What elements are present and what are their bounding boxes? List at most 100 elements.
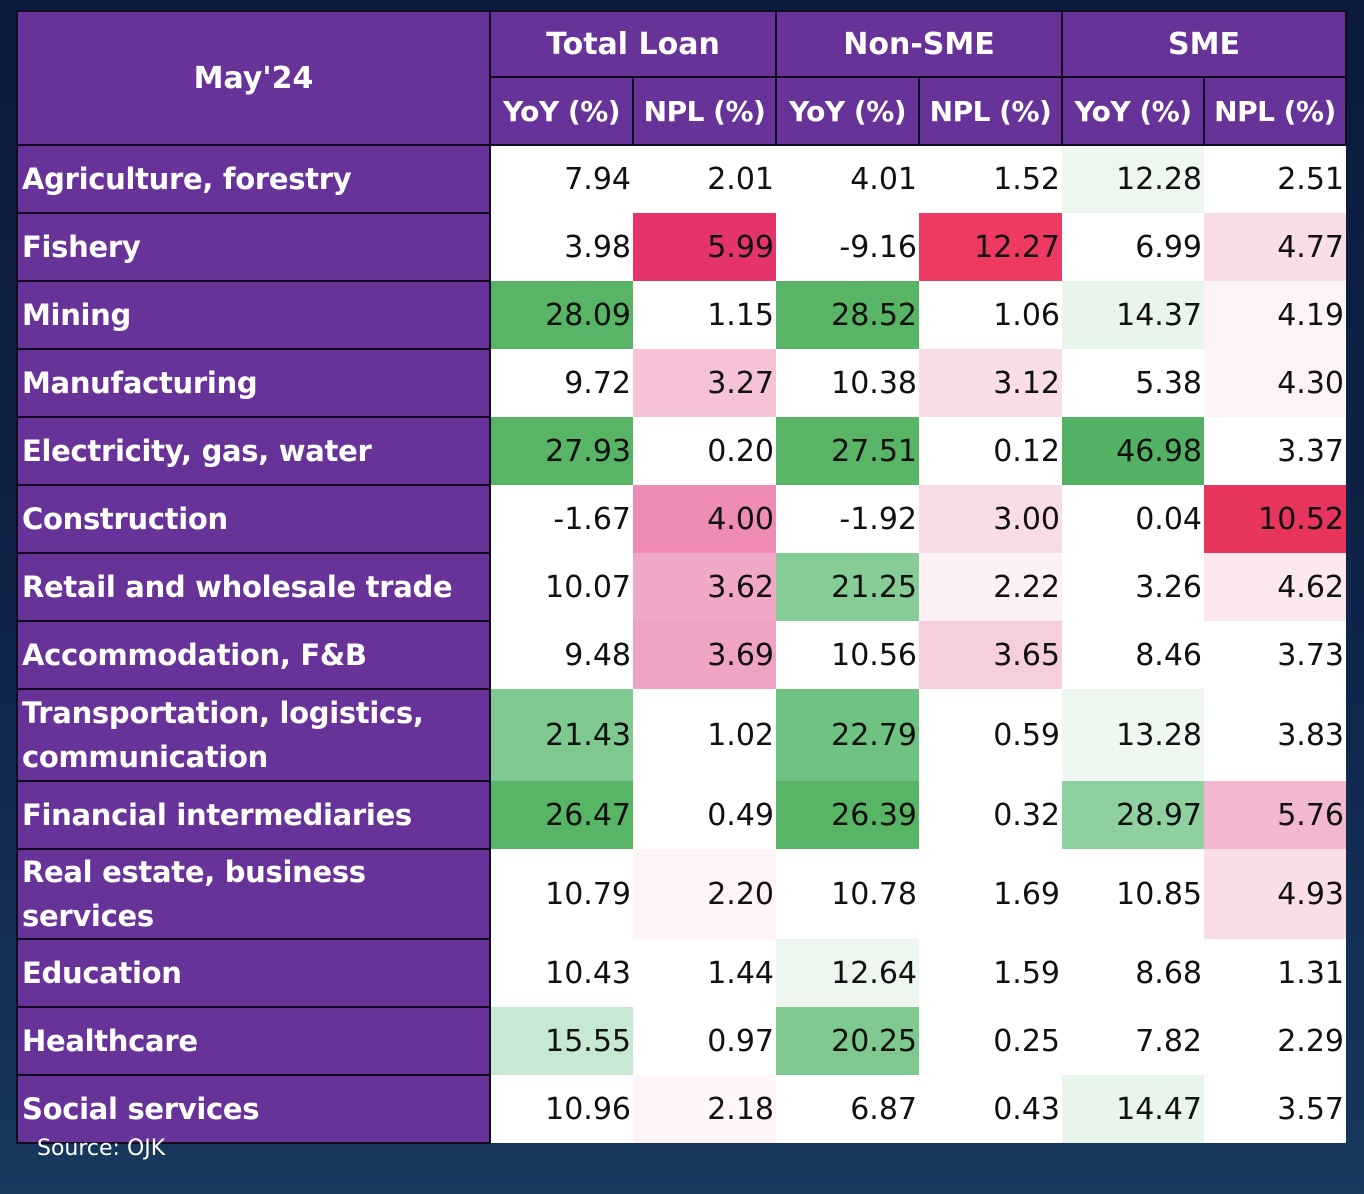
table-row: Manufacturing 9.72 3.27 10.38 3.12 5.38 4.30 [16,348,1346,418]
data-cell: 3.00 [919,485,1062,553]
data-cell: 14.37 [1062,281,1204,349]
data-cell: 3.27 [633,349,776,417]
row-label: Transportation, logistics, communication [16,688,491,782]
data-cell: 22.79 [776,689,919,781]
data-cell: 28.97 [1062,781,1204,849]
data-cell: 10.96 [490,1075,633,1143]
data-cell: -1.67 [490,485,633,553]
data-cell: 3.62 [633,553,776,621]
row-label: Retail and wholesale trade [16,552,491,622]
data-cell: 28.52 [776,281,919,349]
data-cell: 3.12 [919,349,1062,417]
row-label: Financial intermediaries [16,780,491,850]
data-cell: 3.26 [1062,553,1204,621]
data-cell: 1.52 [919,145,1062,213]
data-cell: 4.77 [1204,213,1346,281]
data-cell: 5.99 [633,213,776,281]
data-cell: 10.07 [490,553,633,621]
data-cell: 0.20 [633,417,776,485]
data-cell: 3.57 [1204,1075,1346,1143]
table-row: Healthcare 15.55 0.97 20.25 0.25 7.82 2.29 [16,1006,1346,1076]
data-cell: 3.37 [1204,417,1346,485]
data-cell: 0.59 [919,689,1062,781]
data-cell: 6.99 [1062,213,1204,281]
subheader-total-npl: NPL (%) [632,76,777,146]
data-cell: 1.06 [919,281,1062,349]
row-label: Real estate, business services [16,848,491,940]
data-cell: 10.56 [776,621,919,689]
data-cell: 10.85 [1062,849,1204,939]
table-title: May'24 [16,10,491,146]
data-cell: 21.25 [776,553,919,621]
subheader-total-yoy: YoY (%) [489,76,634,146]
data-cell: 2.18 [633,1075,776,1143]
data-cell: 4.00 [633,485,776,553]
data-cell: 0.12 [919,417,1062,485]
data-cell: 1.31 [1204,939,1346,1007]
group-header-sme: SME [1061,10,1347,78]
data-cell: 3.73 [1204,621,1346,689]
data-cell: 10.78 [776,849,919,939]
data-cell: 1.02 [633,689,776,781]
row-label: Manufacturing [16,348,491,418]
table-body: Agriculture, forestry 7.94 2.01 4.01 1.52 12.… [16,144,1346,1144]
data-cell: 27.93 [490,417,633,485]
row-label: Accommodation, F&B [16,620,491,690]
data-cell: 3.83 [1204,689,1346,781]
group-header-total-loan: Total Loan [489,10,777,78]
data-cell: 28.09 [490,281,633,349]
data-cell: 4.01 [776,145,919,213]
data-cell: 8.46 [1062,621,1204,689]
data-cell: 4.93 [1204,849,1346,939]
data-cell: 10.43 [490,939,633,1007]
table-row: Accommodation, F&B 9.48 3.69 10.56 3.65 8.46 3… [16,620,1346,690]
data-cell: 0.25 [919,1007,1062,1075]
data-cell: 0.32 [919,781,1062,849]
data-cell: 0.43 [919,1075,1062,1143]
data-cell: 2.51 [1204,145,1346,213]
row-label: Social services [16,1074,491,1144]
data-cell: -9.16 [776,213,919,281]
data-cell: 21.43 [490,689,633,781]
data-cell: 12.28 [1062,145,1204,213]
table-row: Transportation, logistics, communication… [16,688,1346,782]
data-cell: 3.69 [633,621,776,689]
subheader-sme-npl: NPL (%) [1203,76,1347,146]
data-cell: 1.15 [633,281,776,349]
row-label: Fishery [16,212,491,282]
data-cell: 4.62 [1204,553,1346,621]
data-cell: 2.20 [633,849,776,939]
data-cell: 7.94 [490,145,633,213]
data-cell: 10.79 [490,849,633,939]
data-cell: 27.51 [776,417,919,485]
row-label: Education [16,938,491,1008]
data-cell: 12.27 [919,213,1062,281]
data-cell: 3.65 [919,621,1062,689]
table-row: Fishery 3.98 5.99 -9.16 12.27 6.99 4.77 [16,212,1346,282]
table-row: Social services 10.96 2.18 6.87 0.43 14.47 3.5… [16,1074,1346,1144]
table-row: Electricity, gas, water 27.93 0.20 27.51 0.1… [16,416,1346,486]
data-cell: 9.72 [490,349,633,417]
data-cell: 9.48 [490,621,633,689]
table-row: Education 10.43 1.44 12.64 1.59 8.68 1.31 [16,938,1346,1008]
data-cell: 1.69 [919,849,1062,939]
data-cell: -1.92 [776,485,919,553]
data-cell: 2.22 [919,553,1062,621]
data-cell: 0.04 [1062,485,1204,553]
row-label: Mining [16,280,491,350]
data-cell: 3.98 [490,213,633,281]
data-cell: 6.87 [776,1075,919,1143]
table-row: Agriculture, forestry 7.94 2.01 4.01 1.52 12.… [16,144,1346,214]
group-header-non-sme: Non-SME [775,10,1063,78]
sector-loan-table: May'24 Total Loan Non-SME SME YoY (%) NP… [16,10,1347,1144]
data-cell: 12.64 [776,939,919,1007]
table-row: Financial intermediaries 26.47 0.49 26.39 0.… [16,780,1346,850]
data-cell: 1.59 [919,939,1062,1007]
data-cell: 4.30 [1204,349,1346,417]
data-cell: 2.29 [1204,1007,1346,1075]
data-cell: 14.47 [1062,1075,1204,1143]
data-cell: 7.82 [1062,1007,1204,1075]
table-row: Retail and wholesale trade 10.07 3.62 21.25… [16,552,1346,622]
data-cell: 4.19 [1204,281,1346,349]
data-cell: 46.98 [1062,417,1204,485]
